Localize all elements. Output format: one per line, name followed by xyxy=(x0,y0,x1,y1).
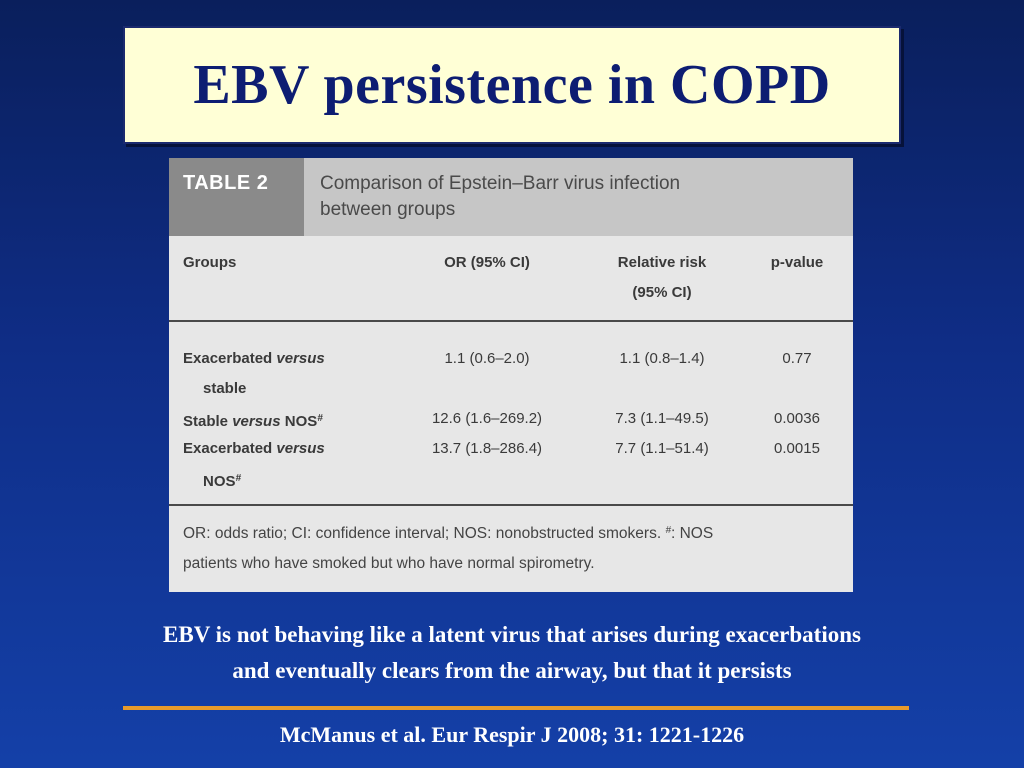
table-column-headers: Groups OR (95% CI) Relative risk (95% CI… xyxy=(169,236,853,322)
row3-or: 13.7 (1.8–286.4) xyxy=(431,440,543,457)
col-rr-line1: Relative risk xyxy=(617,254,707,271)
col-groups: Groups xyxy=(183,254,237,271)
row3-p: 0.0015 xyxy=(774,440,820,457)
row1-or: 1.1 (0.6–2.0) xyxy=(444,350,530,367)
row1-group-line2: stable xyxy=(203,380,247,397)
table-header: TABLE 2 Comparison of Epstein–Barr virus… xyxy=(169,158,853,236)
title-box: EBV persistence in COPD xyxy=(123,26,901,144)
summary-text: EBV is not behaving like a latent virus … xyxy=(30,617,994,689)
col-or: OR (95% CI) xyxy=(444,254,530,271)
footnote-line2: patients who have smoked but who have no… xyxy=(183,555,595,572)
table-caption: Comparison of Epstein–Barr virus infecti… xyxy=(304,158,853,236)
col-p: p-value xyxy=(770,254,824,271)
row2-or: 12.6 (1.6–269.2) xyxy=(431,410,543,427)
row3-group-line2: NOS# xyxy=(203,473,242,490)
summary-line2: and eventually clears from the airway, b… xyxy=(232,658,792,683)
row1-p: 0.77 xyxy=(782,350,812,367)
table-footnote: OR: odds ratio; CI: confidence interval;… xyxy=(169,506,853,579)
row2-p: 0.0036 xyxy=(774,410,820,427)
row3-group-line1: Exacerbated versus xyxy=(183,440,325,457)
row2-rr: 7.3 (1.1–49.5) xyxy=(615,410,709,427)
row1-rr: 1.1 (0.8–1.4) xyxy=(619,350,705,367)
row2-group: Stable versus NOS# xyxy=(183,413,323,430)
table-label: TABLE 2 xyxy=(169,158,304,236)
table-figure: TABLE 2 Comparison of Epstein–Barr virus… xyxy=(169,158,853,592)
row1-group-line1: Exacerbated versus xyxy=(183,350,325,367)
col-rr-line2: (95% CI) xyxy=(632,284,692,301)
table-caption-line2: between groups xyxy=(320,199,456,220)
table-body: Exacerbated versus stable 1.1 (0.6–2.0) … xyxy=(169,322,853,506)
slide-title: EBV persistence in COPD xyxy=(193,54,831,116)
footnote-line1: OR: odds ratio; CI: confidence interval;… xyxy=(183,525,714,542)
summary-line1: EBV is not behaving like a latent virus … xyxy=(163,622,861,647)
divider-line xyxy=(123,706,909,710)
citation: McManus et al. Eur Respir J 2008; 31: 12… xyxy=(279,722,745,747)
table-caption-line1: Comparison of Epstein–Barr virus infecti… xyxy=(320,173,681,194)
row3-rr: 7.7 (1.1–51.4) xyxy=(615,440,709,457)
